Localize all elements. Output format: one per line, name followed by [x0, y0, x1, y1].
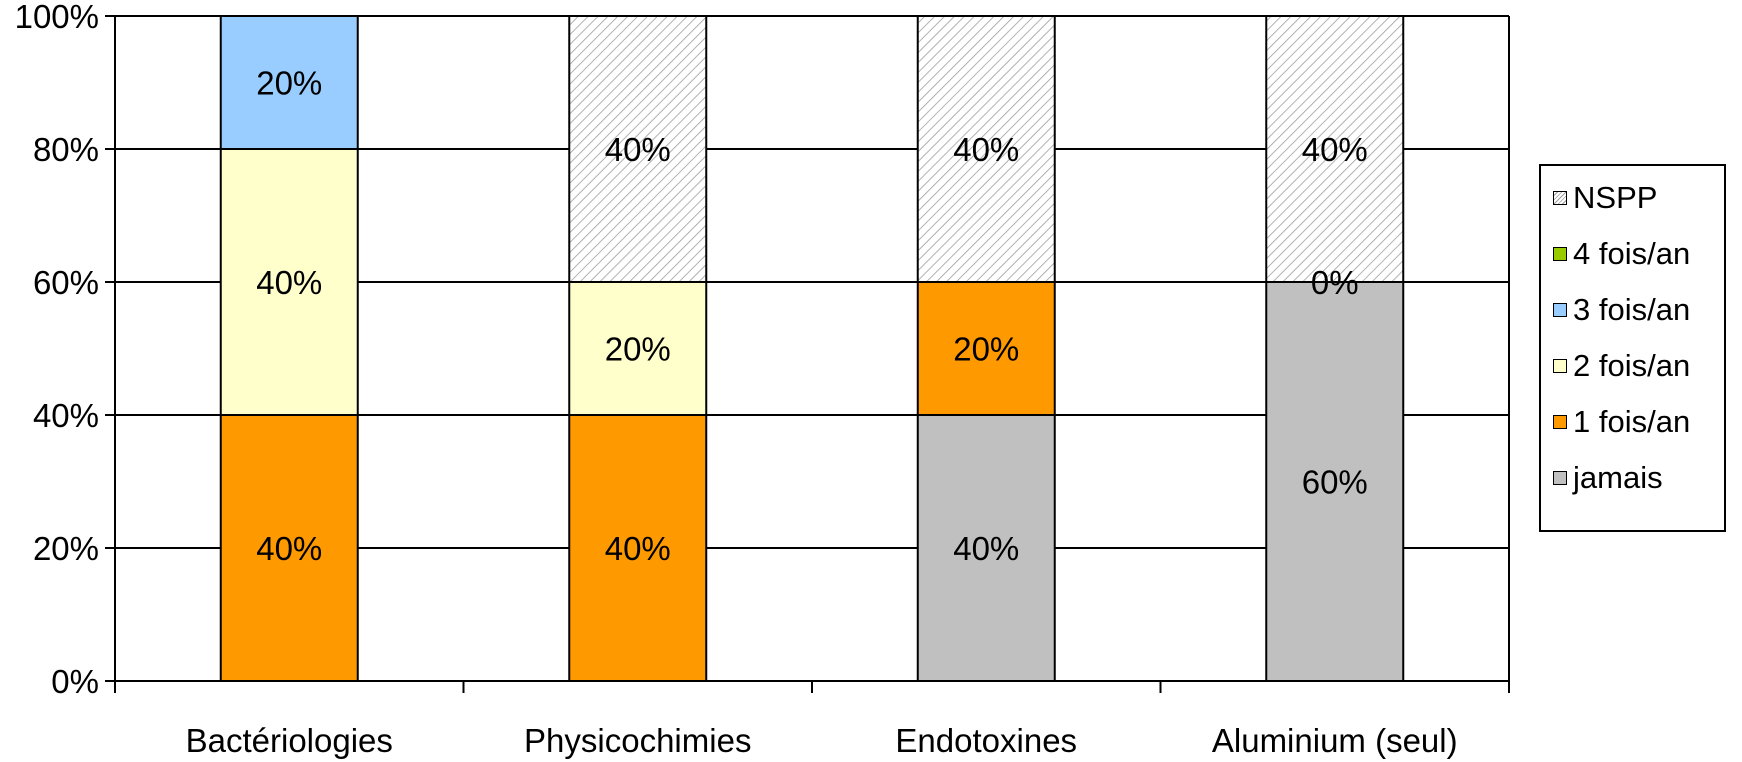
data-label: 40%	[256, 264, 322, 301]
data-label: 40%	[953, 530, 1019, 567]
y-tick-label: 20%	[33, 530, 99, 567]
bar-segment	[1265, 281, 1405, 682]
legend: NSPP 4 fois/an 3 fois/an 2 fois/an 1 fois/an…	[1539, 164, 1726, 532]
y-tick-label: 40%	[33, 397, 99, 434]
legend-item: 4 fois/an	[1553, 236, 1690, 272]
y-tick-label: 60%	[33, 264, 99, 301]
bar-segment	[1265, 15, 1405, 283]
y-tick-label: 100%	[15, 0, 99, 35]
legend-swatch	[1553, 191, 1567, 205]
legend-swatch	[1553, 247, 1567, 261]
bar-segment	[219, 148, 359, 416]
data-label: 40%	[605, 530, 671, 567]
bar-segment	[916, 15, 1056, 283]
bars	[219, 15, 1405, 682]
data-label: 20%	[953, 331, 1019, 368]
legend-swatch	[1553, 359, 1567, 373]
data-label: 40%	[1302, 131, 1368, 168]
data-label: 60%	[1302, 464, 1368, 501]
bar-segment	[568, 15, 708, 283]
bar-segment	[219, 15, 359, 150]
legend-label: 4 fois/an	[1573, 236, 1691, 271]
data-label: 40%	[605, 131, 671, 168]
axes: 0% 20% 40% 60% 80% 100% Bactériologies Physicoc…	[15, 0, 1510, 759]
data-label: 40%	[953, 131, 1019, 168]
data-label: 20%	[605, 331, 671, 368]
legend-item: NSPP	[1553, 180, 1657, 216]
category-label: Bactériologies	[186, 722, 393, 759]
data-label: 20%	[256, 65, 322, 102]
legend-label: 1 fois/an	[1573, 404, 1691, 439]
legend-label: NSPP	[1573, 180, 1658, 215]
legend-swatch	[1553, 471, 1567, 485]
legend-item: 3 fois/an	[1553, 292, 1690, 328]
legend-label: jamais	[1573, 460, 1663, 495]
category-label: Physicochimies	[524, 722, 751, 759]
data-label: 0%	[1311, 264, 1359, 301]
legend-item: 1 fois/an	[1553, 404, 1690, 440]
bar-segment	[916, 281, 1056, 416]
legend-item: jamais	[1553, 460, 1663, 496]
bar-segment	[568, 414, 708, 682]
category-label: Endotoxines	[895, 722, 1077, 759]
bar-segment	[568, 281, 708, 416]
legend-label: 3 fois/an	[1573, 292, 1691, 327]
data-label: 40%	[256, 530, 322, 567]
category-label: Aluminium (seul)	[1212, 722, 1458, 759]
y-tick-label: 80%	[33, 131, 99, 168]
y-tick-label: 0%	[51, 663, 99, 700]
legend-swatch	[1553, 415, 1567, 429]
legend-item: 2 fois/an	[1553, 348, 1690, 384]
data-labels: 40% 40% 20% 40% 20% 40% 40% 20% 40% 60% 0% 40%	[256, 65, 1368, 568]
legend-swatch	[1553, 303, 1567, 317]
bar-segment	[916, 414, 1056, 682]
legend-label: 2 fois/an	[1573, 348, 1691, 383]
